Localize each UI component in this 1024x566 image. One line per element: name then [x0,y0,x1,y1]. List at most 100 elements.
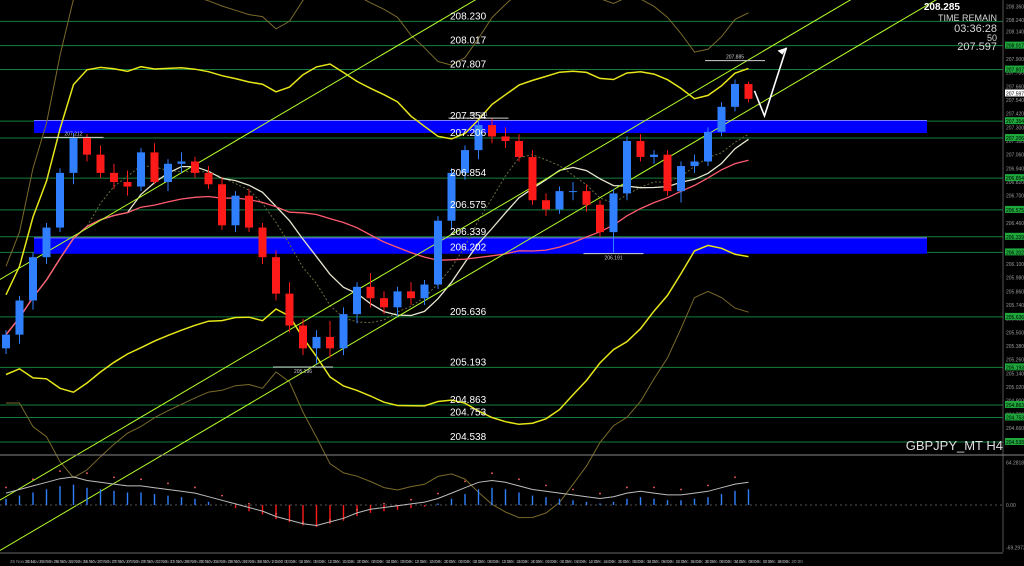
y-tick-27: 205.140 [1006,371,1024,377]
y-tick-20: 205.980 [1006,276,1024,282]
level-label-11: 204.863 [450,395,487,406]
x-tick-19: 1 Dec 04:00 [286,559,311,564]
y-tick-21: 205.860 [1006,289,1024,295]
price-tag-text-8: 206.202 [1006,250,1024,256]
osc-y-tick-2: -69.2973 [1006,545,1024,551]
x-tick-38: 4 Dec 08:00 [561,559,586,564]
swing-label-2: 207.885 [726,55,744,61]
level-label-7: 206.339 [450,227,487,238]
projection-arrow [753,47,788,119]
osc-y-tick-1: 0.00 [1006,503,1016,509]
y-tick-0: 208.360 [1006,5,1024,11]
bollinger-upper [5,63,749,296]
time-remain-price: 207.597 [957,41,997,53]
y-tick-13: 206.820 [1006,180,1024,186]
y-tick-25: 205.380 [1006,344,1024,350]
osc-dot-4 [59,470,61,473]
x-tick-20: 1 Dec 08:00 [300,559,325,564]
candle-body-52 [704,131,712,162]
x-tick-2: 26 Nov 08:00 [39,559,66,564]
symbol-label: GBPJPY_MT H4 [906,438,1003,453]
x-tick-6: 27 Nov 00:00 [97,559,124,564]
candle-body-41 [555,191,564,210]
candle-body-12 [164,163,172,182]
level-label-0: 208.230 [450,11,487,22]
candle-body-11 [150,152,159,182]
candle-body-0 [2,334,10,349]
x-tick-3: 26 Nov 12:00 [54,559,81,564]
price-tag-1 [1005,65,1024,73]
osc-dot-2 [32,478,34,481]
candle-body-10 [137,152,145,187]
osc-dot-6 [86,472,88,475]
x-tick-42: 5 Dec 00:00 [619,559,644,564]
osc-signal-line [5,476,749,527]
candle-body-27 [366,286,375,299]
outer-band-upper [5,0,749,267]
candle-body-26 [353,286,361,315]
osc-dot-36 [491,472,493,475]
x-tick-47: 5 Dec 20:00 [692,559,717,564]
price-tag-text-7: 206.339 [1006,235,1024,241]
support-resistance-zones [34,119,927,254]
level-label-3: 207.354 [450,111,487,122]
x-tick-25: 2 Dec 04:00 [373,559,398,564]
candles [2,79,753,365]
x-tick-52: 8 Dec 16:00 [764,559,789,564]
x-tick-39: 4 Dec 12:00 [576,559,601,564]
level-label-1: 208.017 [450,36,487,47]
x-tick-5: 26 Nov 20:00 [83,559,110,564]
zone-band-1 [34,237,927,254]
osc-dot-42 [572,488,574,491]
y-tick-28: 205.020 [1006,385,1024,391]
candle-body-16 [218,184,226,226]
price-tag-7 [1005,232,1024,240]
y-tick-22: 205.740 [1006,303,1024,309]
y-tick-19: 206.100 [1006,262,1024,268]
level-label-13: 204.538 [450,432,487,443]
candle-body-20 [272,257,280,294]
oscillator-panel: 64.2818 0.00 -69.2973 [0,454,1024,551]
swing-label-0: 207.212 [64,131,82,137]
candle-body-39 [528,156,537,201]
level-label-10: 205.193 [450,357,487,368]
x-tick-16: 28 Nov 16:00 [242,559,269,564]
level-label-9: 205.636 [450,307,487,318]
x-tick-18: 1 Dec 00:00 [271,559,296,564]
x-tick-34: 3 Dec 16:00 [503,559,528,564]
x-tick-12: 28 Nov 00:00 [184,559,211,564]
x-tick-31: 3 Dec 04:00 [460,559,485,564]
x-tick-48: 8 Dec 00:00 [706,559,731,564]
y-tick-2: 208.140 [1006,30,1024,36]
x-tick-29: 2 Dec 20:00 [431,559,456,564]
bollinger-lower [5,244,749,426]
x-tick-17: 28 Nov 20:00 [257,559,284,564]
osc-dot-30 [410,498,412,501]
price-tag-text-2: 207.597 [1006,91,1024,97]
level-labels: 208.230 208.017 207.807 207.354 207.206 206.8… [450,11,487,443]
osc-dot-44 [599,492,601,495]
candle-body-5 [69,137,78,173]
candle-body-30 [407,291,415,299]
candle-body-22 [299,325,307,349]
y-tick-11: 207.060 [1006,153,1024,159]
x-tick-11: 27 Nov 20:00 [170,559,197,564]
price-tag-text-6: 206.575 [1006,208,1024,214]
osc-dot-10 [140,478,142,481]
price-tag-text-9: 205.636 [1006,315,1024,321]
price-tag-2 [1005,89,1024,97]
price-tag-0 [1005,41,1024,49]
y-tick-9: 207.300 [1006,125,1024,131]
price-tag-4 [1005,134,1024,142]
candle-body-31 [420,284,429,299]
x-tick-40: 4 Dec 16:00 [590,559,615,564]
candle-body-23 [312,336,321,349]
candle-body-6 [83,137,91,155]
osc-dot-32 [437,492,439,495]
candle-body-13 [177,161,186,164]
arrow-path [753,47,788,119]
candle-body-7 [96,154,105,173]
price-tag-text-12: 204.753 [1006,415,1024,421]
x-tick-27: 2 Dec 12:00 [402,559,427,564]
